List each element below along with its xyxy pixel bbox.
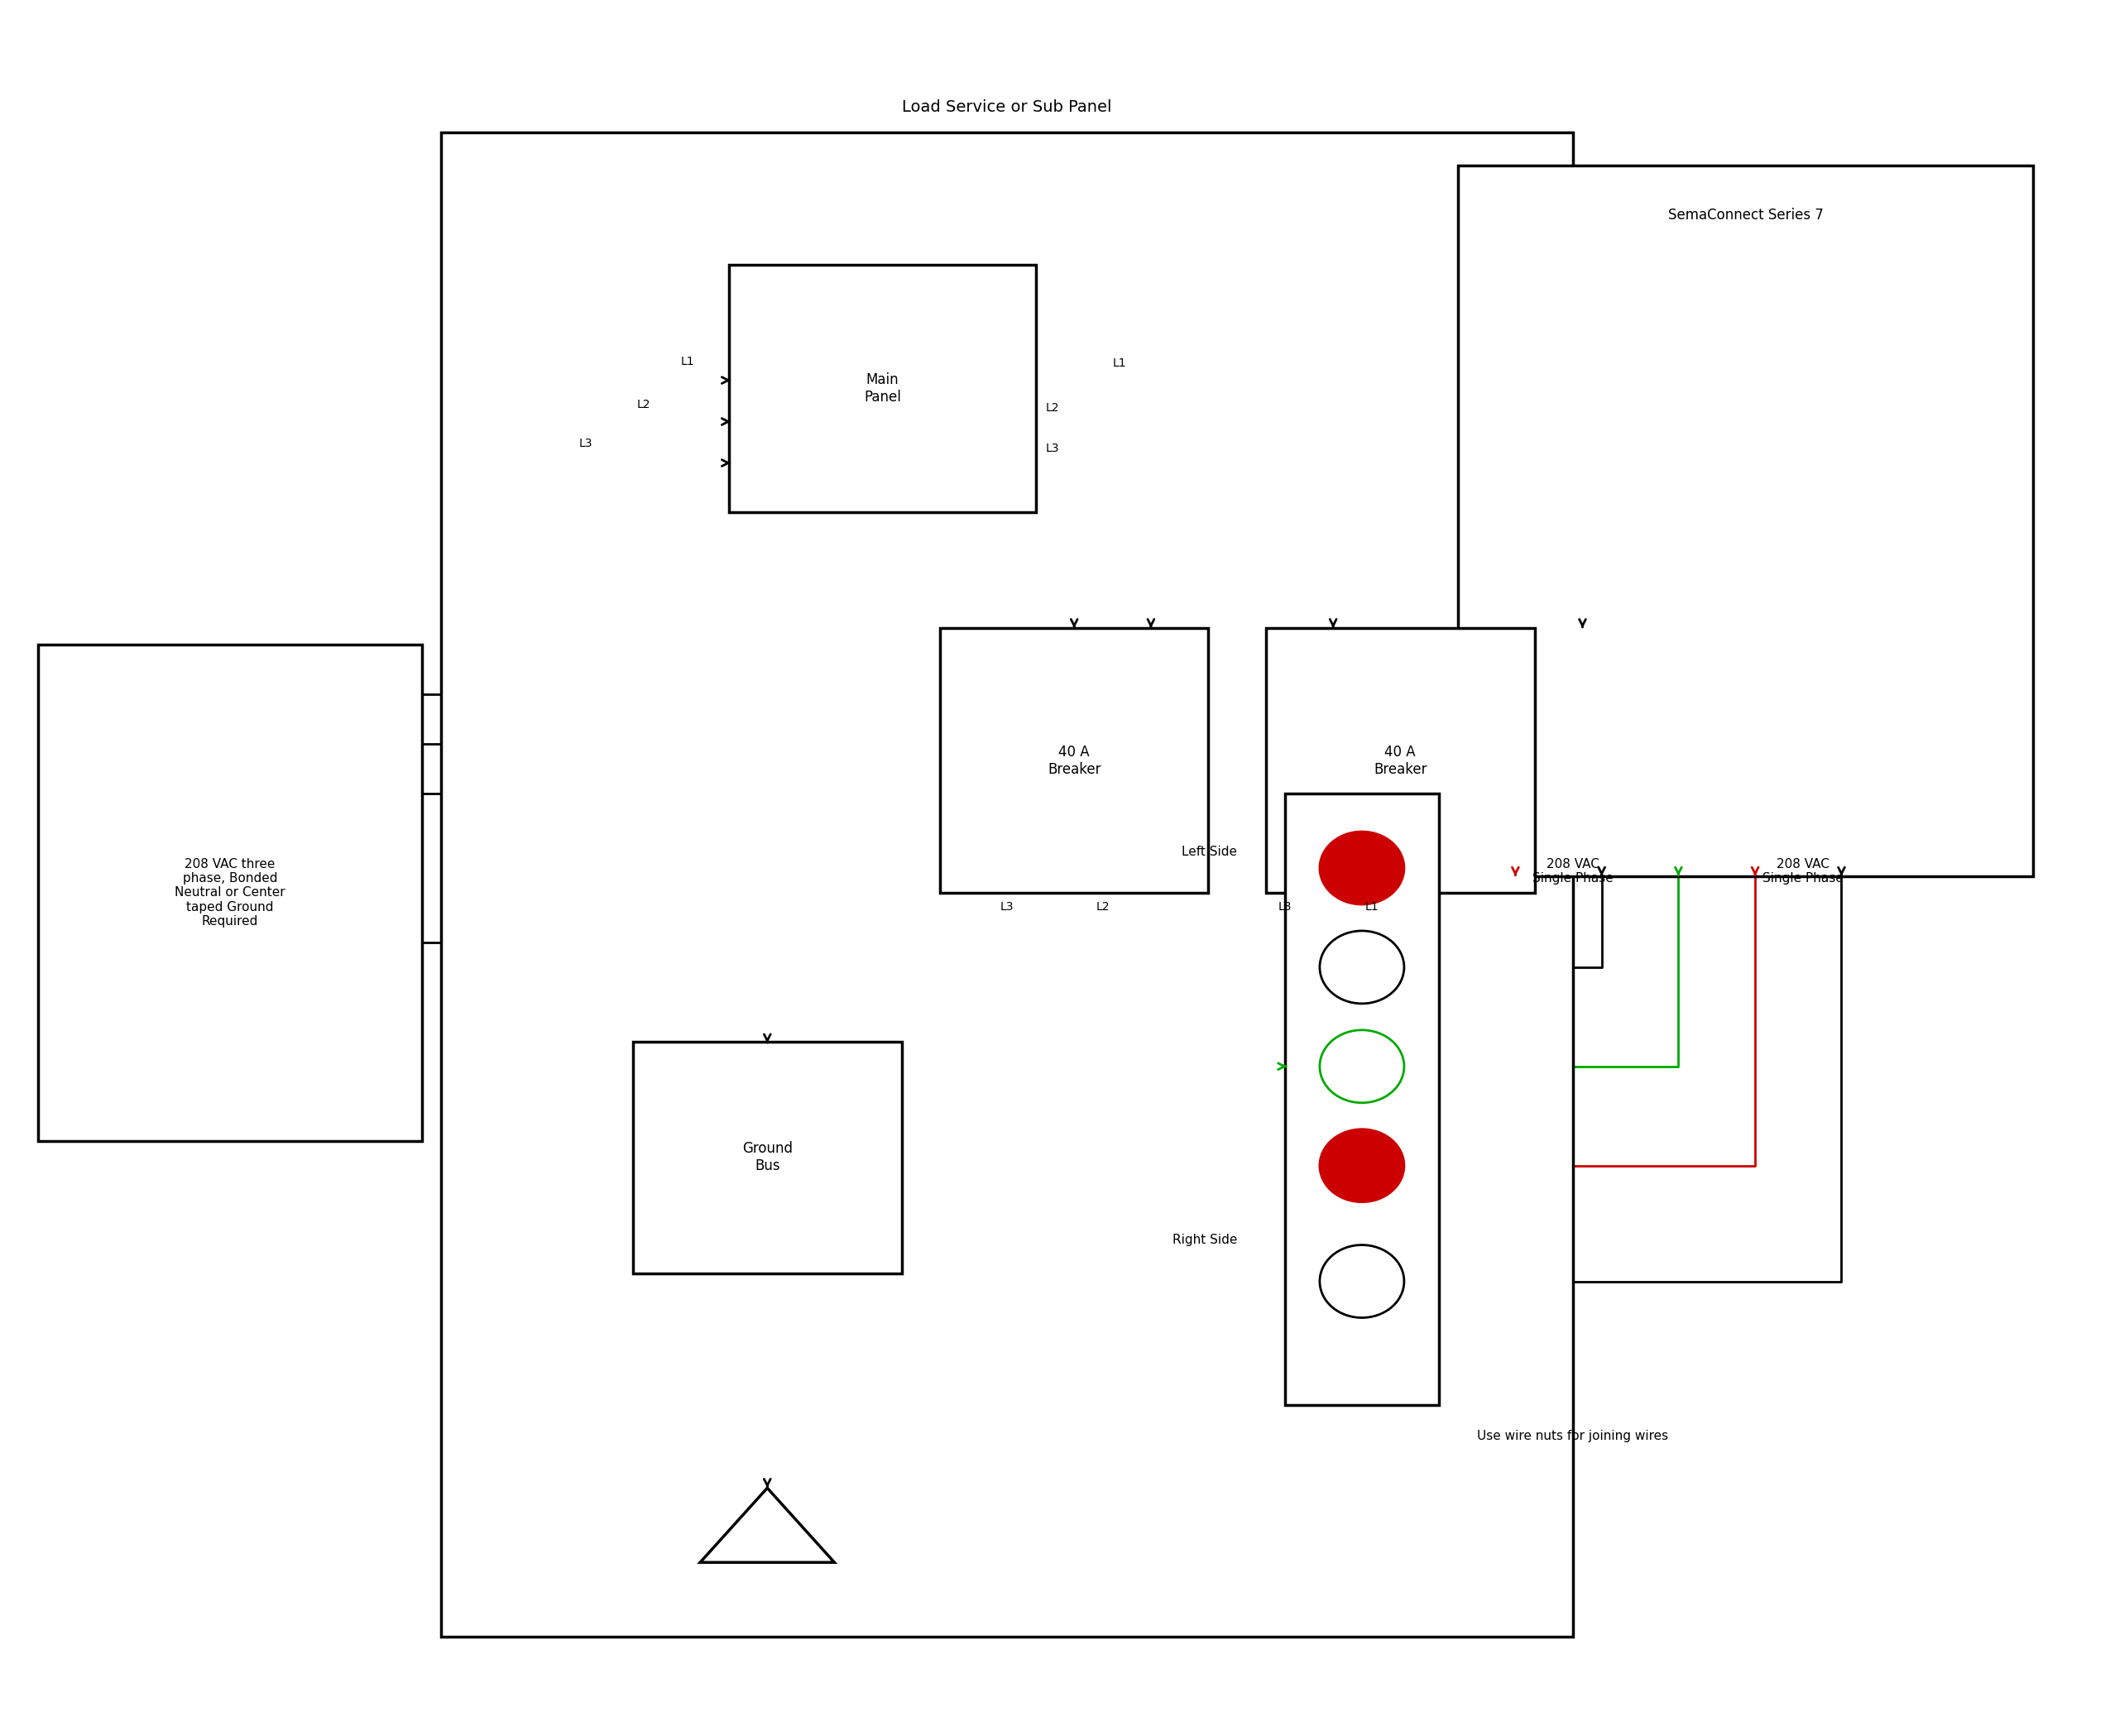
Text: Right Side: Right Side bbox=[1173, 1234, 1236, 1246]
Text: SemaConnect Series 7: SemaConnect Series 7 bbox=[1667, 208, 1823, 222]
Bar bbox=[939, 628, 1209, 892]
Text: 208 VAC
Single Phase: 208 VAC Single Phase bbox=[1762, 858, 1844, 885]
Text: L2: L2 bbox=[637, 399, 650, 410]
Polygon shape bbox=[701, 1488, 833, 1562]
Text: L1: L1 bbox=[1112, 358, 1127, 368]
Text: 40 A
Breaker: 40 A Breaker bbox=[1374, 745, 1426, 776]
Text: L3: L3 bbox=[580, 437, 593, 450]
Text: L2: L2 bbox=[1095, 901, 1110, 913]
Bar bbox=[38, 644, 422, 1141]
Text: L1: L1 bbox=[1365, 901, 1378, 913]
Circle shape bbox=[1319, 1029, 1403, 1102]
Bar bbox=[1458, 165, 2034, 877]
Text: L1: L1 bbox=[682, 356, 694, 366]
Text: Use wire nuts for joining wires: Use wire nuts for joining wires bbox=[1477, 1430, 1669, 1443]
Text: Left Side: Left Side bbox=[1182, 845, 1236, 858]
Text: 208 VAC three
phase, Bonded
Neutral or Center
taped Ground
Required: 208 VAC three phase, Bonded Neutral or C… bbox=[175, 858, 285, 927]
Text: L3: L3 bbox=[1044, 443, 1059, 455]
Text: L2: L2 bbox=[1044, 401, 1059, 413]
Text: 40 A
Breaker: 40 A Breaker bbox=[1047, 745, 1101, 776]
Text: L3: L3 bbox=[1279, 901, 1291, 913]
Text: 208 VAC
Single Phase: 208 VAC Single Phase bbox=[1532, 858, 1614, 885]
Text: L3: L3 bbox=[1000, 901, 1015, 913]
Bar bbox=[633, 1042, 901, 1272]
Circle shape bbox=[1319, 832, 1403, 904]
Circle shape bbox=[1319, 930, 1403, 1003]
Text: Ground
Bus: Ground Bus bbox=[743, 1141, 793, 1174]
Circle shape bbox=[1319, 1245, 1403, 1318]
Bar bbox=[1266, 628, 1534, 892]
Circle shape bbox=[1319, 1128, 1403, 1201]
Text: Main
Panel: Main Panel bbox=[863, 373, 901, 404]
Text: Load Service or Sub Panel: Load Service or Sub Panel bbox=[903, 99, 1112, 115]
Bar bbox=[728, 264, 1036, 512]
Bar bbox=[1285, 793, 1439, 1406]
Bar bbox=[441, 132, 1572, 1637]
